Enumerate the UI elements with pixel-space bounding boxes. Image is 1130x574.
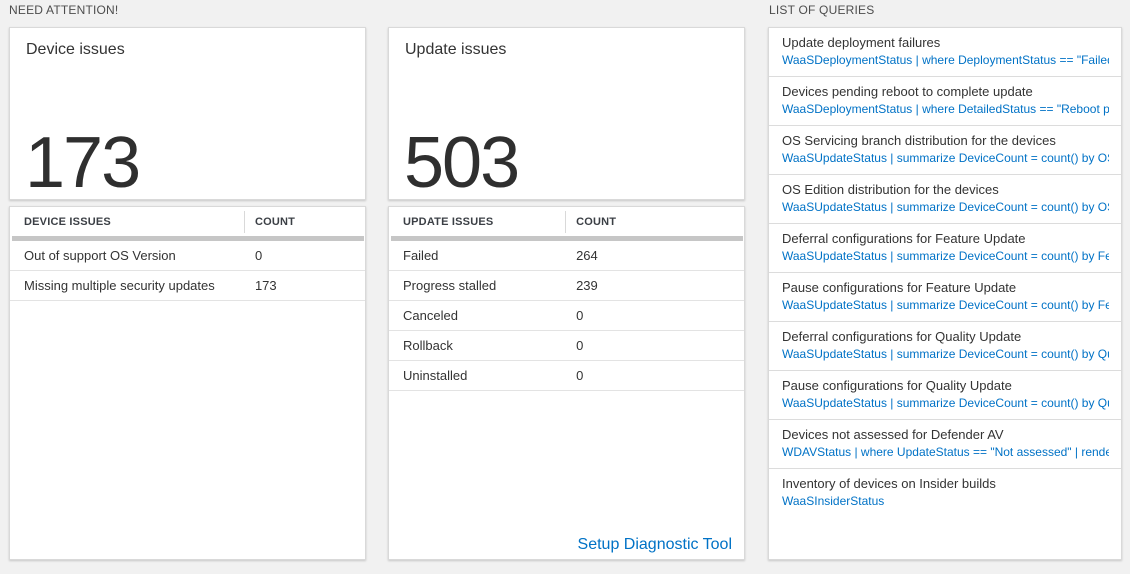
query-text: WaaSUpdateStatus | summarize DeviceCount…	[782, 151, 1109, 165]
issue-label: Canceled	[403, 308, 458, 323]
table-row[interactable]: Progress stalled 239	[389, 271, 744, 301]
issue-count: 0	[576, 368, 584, 383]
table-row[interactable]: Missing multiple security updates 173	[10, 271, 365, 301]
query-text: WaaSUpdateStatus | summarize DeviceCount…	[782, 396, 1109, 410]
issue-label: Out of support OS Version	[24, 248, 176, 263]
count-column-header: COUNT	[565, 210, 744, 233]
query-title: Inventory of devices on Insider builds	[782, 476, 996, 491]
issue-label: Failed	[403, 248, 439, 263]
section-title-need-attention: NEED ATTENTION!	[9, 3, 119, 17]
setup-diagnostic-tool-link[interactable]: Setup Diagnostic Tool	[577, 536, 732, 553]
issue-count: 0	[576, 338, 584, 353]
issue-count: 264	[576, 248, 598, 263]
query-title: Update deployment failures	[782, 35, 941, 50]
table-row[interactable]: Out of support OS Version 0	[10, 241, 365, 271]
query-title: Devices not assessed for Defender AV	[782, 427, 1004, 442]
count-column-header: COUNT	[243, 210, 365, 233]
query-text: WaaSUpdateStatus | summarize DeviceCount…	[782, 200, 1109, 214]
table-row[interactable]: Uninstalled 0	[389, 361, 744, 391]
query-list-item[interactable]: Devices pending reboot to complete updat…	[769, 77, 1121, 126]
query-text: WaaSUpdateStatus | summarize DeviceCount…	[782, 347, 1109, 361]
queries-list: Update deployment failures WaaSDeploymen…	[768, 27, 1122, 560]
issue-count: 0	[576, 308, 584, 323]
query-title: Devices pending reboot to complete updat…	[782, 84, 1033, 99]
issue-label: Rollback	[403, 338, 453, 353]
issue-count: 173	[254, 278, 277, 293]
device-issues-table-header: DEVICE ISSUES COUNT	[10, 207, 365, 236]
query-list-item[interactable]: Deferral configurations for Feature Upda…	[769, 224, 1121, 273]
table-header-divider-bar	[391, 236, 743, 241]
issue-count: 239	[576, 278, 598, 293]
query-list-item[interactable]: OS Edition distribution for the devices …	[769, 175, 1121, 224]
query-list-item[interactable]: Inventory of devices on Insider builds W…	[769, 469, 1121, 517]
query-text: WDAVStatus | where UpdateStatus == "Not …	[782, 445, 1109, 459]
table-row[interactable]: Rollback 0	[389, 331, 744, 361]
query-list-item[interactable]: Devices not assessed for Defender AV WDA…	[769, 420, 1121, 469]
query-list-item[interactable]: Pause configurations for Quality Update …	[769, 371, 1121, 420]
issue-label: Progress stalled	[403, 278, 497, 293]
query-list-item[interactable]: Deferral configurations for Quality Upda…	[769, 322, 1121, 371]
update-issues-table-header: UPDATE ISSUES COUNT	[389, 207, 744, 236]
issue-label: Uninstalled	[403, 368, 468, 383]
device-issues-column-header: DEVICE ISSUES	[24, 215, 111, 228]
update-issues-column-header: UPDATE ISSUES	[403, 215, 494, 228]
issue-count: 0	[254, 248, 263, 263]
device-issues-card-title: Device issues	[26, 41, 125, 58]
issue-label: Missing multiple security updates	[24, 278, 215, 293]
device-issues-total: 173	[25, 123, 141, 203]
table-header-divider-bar	[12, 236, 364, 241]
table-row[interactable]: Canceled 0	[389, 301, 744, 331]
query-title: Deferral configurations for Feature Upda…	[782, 231, 1026, 246]
query-title: OS Edition distribution for the devices	[782, 182, 999, 197]
device-issues-table: DEVICE ISSUES COUNT Out of support OS Ve…	[9, 206, 366, 560]
section-title-list-of-queries: LIST OF QUERIES	[769, 3, 875, 17]
update-issues-total: 503	[404, 123, 520, 203]
query-text: WaaSUpdateStatus | summarize DeviceCount…	[782, 249, 1109, 263]
query-text: WaaSInsiderStatus	[782, 494, 885, 508]
query-list-item[interactable]: OS Servicing branch distribution for the…	[769, 126, 1121, 175]
table-row[interactable]: Failed 264	[389, 241, 744, 271]
update-issues-table: UPDATE ISSUES COUNT Failed 264 Progress …	[388, 206, 745, 560]
query-title: Pause configurations for Feature Update	[782, 280, 1017, 295]
query-text: WaaSUpdateStatus | summarize DeviceCount…	[782, 298, 1109, 312]
query-text: WaaSDeploymentStatus | where DetailedSta…	[782, 102, 1109, 116]
query-title: OS Servicing branch distribution for the…	[782, 133, 1056, 148]
query-list-item[interactable]: Update deployment failures WaaSDeploymen…	[769, 28, 1121, 77]
update-issues-card-title: Update issues	[405, 41, 507, 58]
query-title: Deferral configurations for Quality Upda…	[782, 329, 1022, 344]
query-text: WaaSDeploymentStatus | where DeploymentS…	[782, 53, 1109, 67]
query-title: Pause configurations for Quality Update	[782, 378, 1012, 393]
device-issues-card[interactable]: Device issues 173	[9, 27, 366, 200]
update-issues-card[interactable]: Update issues 503	[388, 27, 745, 200]
query-list-item[interactable]: Pause configurations for Feature Update …	[769, 273, 1121, 322]
